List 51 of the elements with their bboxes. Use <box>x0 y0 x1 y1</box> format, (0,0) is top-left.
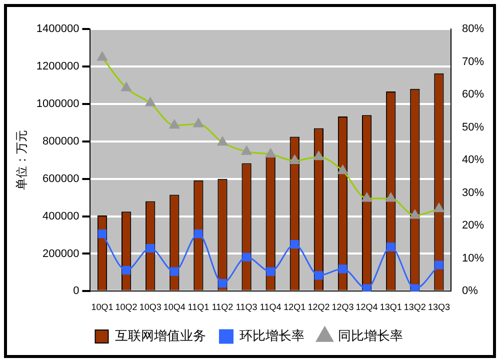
point <box>266 267 275 276</box>
x-tick-label: 13Q3 <box>428 302 450 312</box>
y2-tick-label: 80% <box>462 23 484 36</box>
x-tick-label: 10Q2 <box>115 302 138 312</box>
x-tick-label: 11Q1 <box>188 302 210 312</box>
x-tick-label: 13Q2 <box>404 302 426 312</box>
x-tick-label: 11Q2 <box>212 302 234 312</box>
point <box>386 242 396 252</box>
y-axis-title: 单位：万元 <box>14 130 29 190</box>
point <box>170 267 179 276</box>
y2-tick-label: 50% <box>462 121 484 134</box>
x-tick-label: 10Q4 <box>163 302 186 312</box>
point <box>98 230 107 238</box>
x-tick-label: 10Q3 <box>139 302 162 312</box>
x-tick-label: 12Q3 <box>332 302 354 312</box>
legend-label: 互联网增值业务 <box>114 328 206 344</box>
point <box>434 260 444 270</box>
x-tick-label: 10Q1 <box>91 302 114 312</box>
point <box>146 244 155 253</box>
x-tick-label: 13Q1 <box>380 302 402 312</box>
x-tick-label: 12Q4 <box>356 302 378 312</box>
y-tick-label: 400000 <box>42 210 80 222</box>
legend-label: 环比增长率 <box>239 328 304 344</box>
y2-tick-label: 40% <box>462 154 484 166</box>
point <box>314 271 323 280</box>
x-tick-label: 11Q4 <box>260 302 282 312</box>
x-tick-label: 12Q2 <box>308 302 330 312</box>
y-tick-label: 1400000 <box>36 23 80 36</box>
y-tick-label: 0 <box>73 285 80 298</box>
y2-tick-label: 10% <box>462 252 484 264</box>
y2-tick-label: 60% <box>462 88 484 101</box>
y-tick-label: 1000000 <box>36 98 80 110</box>
y2-tick-label: 20% <box>462 220 484 232</box>
point <box>410 284 420 292</box>
y-tick-label: 600000 <box>42 172 80 185</box>
x-tick-label: 11Q3 <box>236 302 258 312</box>
point <box>242 252 251 262</box>
point <box>218 279 227 288</box>
point <box>194 230 203 238</box>
y2-tick-label: 70% <box>462 56 484 68</box>
point <box>290 240 299 249</box>
y2-tick-label: 30% <box>462 186 484 199</box>
x-tick-label: 12Q1 <box>284 302 306 312</box>
y-tick-label: 800000 <box>42 135 80 148</box>
y-tick-label: 1200000 <box>36 60 80 72</box>
y-tick-label: 200000 <box>42 248 80 260</box>
legend-label: 同比增长率 <box>338 328 403 344</box>
point <box>338 264 348 274</box>
y2-tick-label: 0% <box>462 285 478 298</box>
point <box>122 266 131 275</box>
point <box>362 284 372 292</box>
